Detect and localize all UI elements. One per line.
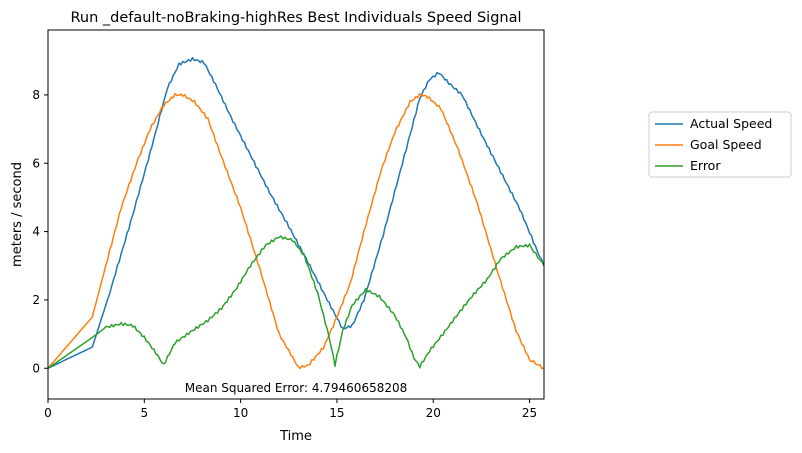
mse-annotation: Mean Squared Error: 4.79460658208 — [185, 381, 408, 395]
legend-label: Error — [690, 158, 721, 173]
x-tick-label: 25 — [522, 406, 537, 420]
legend-item: Goal Speed — [655, 137, 762, 152]
y-tick-label: 2 — [32, 293, 40, 307]
series-layer — [47, 56, 545, 370]
y-axis-label: meters / second — [10, 162, 25, 267]
x-axis-ticks: 0 5 10 15 20 25 — [44, 399, 537, 420]
legend-label: Actual Speed — [690, 116, 772, 131]
y-tick-label: 8 — [32, 88, 40, 102]
x-tick-label: 20 — [426, 406, 441, 420]
x-tick-label: 15 — [329, 406, 344, 420]
x-tick-label: 5 — [140, 406, 148, 420]
plot-area: 0 5 10 15 20 25 0 2 4 6 8 Mean Squared Error: 4.7… — [32, 29, 545, 420]
x-tick-label: 10 — [233, 406, 248, 420]
chart-title: Run _default-noBraking-highRes Best Indi… — [70, 10, 521, 26]
legend: Actual Speed Goal Speed Error — [648, 111, 792, 178]
x-tick-label: 0 — [44, 406, 52, 420]
y-tick-label: 0 — [32, 361, 40, 375]
series-line-goal-speed — [47, 92, 545, 370]
y-axis-ticks: 0 2 4 6 8 — [32, 88, 48, 375]
axes-frame — [47, 29, 545, 400]
series-line-actual-speed — [47, 56, 545, 369]
x-axis-label: Time — [279, 429, 312, 444]
y-tick-label: 4 — [32, 225, 40, 239]
series-line-error — [47, 235, 545, 369]
legend-label: Goal Speed — [690, 137, 762, 152]
y-tick-label: 6 — [32, 156, 40, 170]
legend-box — [648, 111, 792, 178]
legend-item: Actual Speed — [655, 116, 772, 131]
legend-item: Error — [655, 158, 721, 173]
